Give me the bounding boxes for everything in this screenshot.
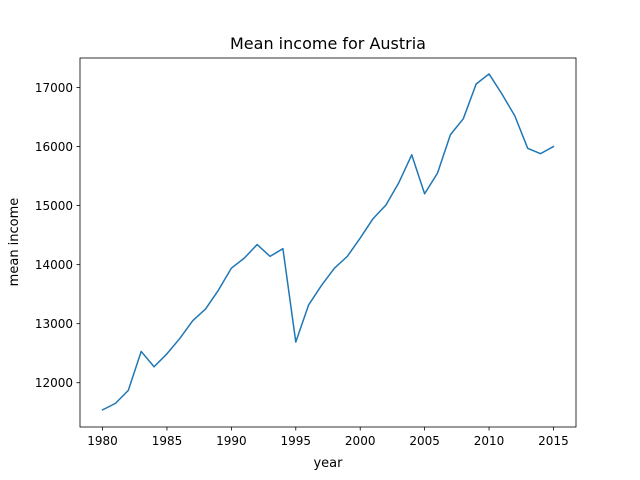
x-tick-label: 2015 <box>538 434 569 448</box>
y-tick-label: 17000 <box>35 81 73 95</box>
x-tick-label: 2005 <box>409 434 440 448</box>
x-tick-label: 1980 <box>87 434 118 448</box>
y-tick-label: 16000 <box>35 140 73 154</box>
axes-frame <box>79 57 577 428</box>
y-tick-label: 13000 <box>35 317 73 331</box>
plot-area: 1980 1985 1990 1995 2000 2005 2010 2015 12000 130… <box>35 57 577 448</box>
x-axis-label: year <box>313 456 343 471</box>
chart-title: Mean income for Austria <box>230 34 426 53</box>
x-tick-label: 2010 <box>474 434 505 448</box>
x-tick-label: 1985 <box>152 434 183 448</box>
y-axis-label: mean income <box>7 198 22 287</box>
x-tick-label: 1995 <box>281 434 312 448</box>
y-tick-label: 14000 <box>35 258 73 272</box>
series-line-0 <box>101 73 555 411</box>
x-tick-label: 1990 <box>216 434 247 448</box>
y-tick-label: 12000 <box>35 376 73 390</box>
x-tick-label: 2000 <box>345 434 376 448</box>
y-tick-label: 15000 <box>35 199 73 213</box>
